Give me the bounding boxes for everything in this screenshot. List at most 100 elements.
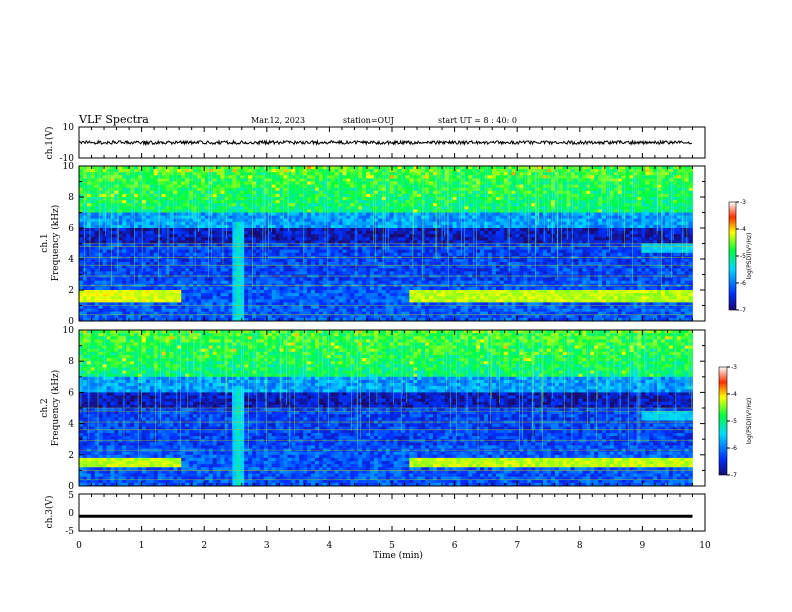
spec-cell (460, 221, 465, 226)
spec-cell (350, 193, 355, 198)
spec-cell (102, 249, 107, 254)
spec-cell (350, 178, 355, 182)
spec-cell (169, 249, 174, 254)
spec-cell (122, 209, 127, 213)
spec-cell (645, 252, 650, 257)
spec-cell (122, 252, 127, 257)
spec-cell (452, 243, 457, 247)
spec-cell (613, 200, 619, 204)
spec-cell (86, 206, 92, 210)
spec-cell (578, 172, 583, 176)
spec-cell (641, 234, 646, 238)
spec-cell (354, 187, 359, 192)
spec-cell (240, 178, 245, 182)
spec-cell (303, 237, 308, 241)
spec-cell (248, 221, 253, 226)
spec-cell (232, 259, 237, 263)
spec-cell (653, 215, 658, 220)
spec-cell (153, 221, 159, 226)
spec-cell (409, 203, 414, 207)
spec-cell (102, 240, 107, 244)
spec-cell (602, 203, 607, 207)
spec-cell (472, 259, 477, 263)
spec-cell (598, 184, 603, 189)
spec-cell (106, 243, 111, 247)
spec-cell (562, 212, 568, 216)
spec-cell (562, 218, 568, 223)
spec-cell (370, 221, 375, 226)
spec-cell (354, 237, 359, 241)
spec-cell (507, 190, 512, 195)
spec-cell (181, 200, 186, 204)
spec-cell (629, 169, 634, 173)
spec-cell (653, 221, 658, 226)
spec-cell (240, 215, 245, 220)
spec-cell (114, 178, 119, 182)
spec-cell (177, 169, 182, 173)
spec-cell (484, 221, 489, 226)
spec-cell (263, 231, 269, 235)
spec-cell (617, 231, 623, 235)
spec-cell (558, 178, 564, 182)
spec-cell (86, 240, 92, 244)
spec-cell (169, 175, 174, 179)
spec-cell (177, 212, 182, 216)
spec-cell (562, 203, 568, 207)
spec-cell (676, 203, 682, 207)
spec-cell (649, 246, 654, 251)
spec-cell (82, 178, 88, 182)
spec-cell (468, 218, 473, 223)
spec-cell (236, 234, 241, 238)
spec-cell (515, 224, 520, 229)
spec-cell (476, 209, 481, 213)
spec-cell (527, 193, 532, 198)
spec-cell (307, 184, 312, 189)
spec-cell (314, 197, 320, 201)
spec-cell (476, 243, 481, 247)
spec-cell (244, 172, 249, 176)
spec-cell (429, 209, 434, 213)
spec-cell (244, 184, 249, 189)
spec-cell (598, 169, 603, 173)
spec-cell (649, 203, 654, 207)
spec-cell (370, 218, 375, 223)
spec-cell (173, 203, 178, 207)
spec-cell (661, 184, 666, 189)
spec-cell (130, 246, 135, 251)
spec-cell (94, 234, 100, 238)
spec-cell (491, 166, 497, 170)
spec-cell (318, 240, 324, 244)
spec-cell (204, 197, 210, 201)
spec-cell (456, 259, 461, 263)
spec-cell (279, 252, 284, 257)
spec-cell (594, 175, 599, 179)
spec-cell (330, 228, 336, 232)
spec-cell (546, 166, 552, 170)
spec-cell (377, 243, 383, 247)
spec-cell (338, 243, 343, 247)
spec-cell (177, 203, 182, 207)
spec-cell (625, 166, 630, 170)
spec-cell (401, 249, 406, 254)
spec-cell (291, 231, 296, 235)
spec-cell (311, 187, 316, 192)
spec-cell (609, 249, 615, 254)
spec-cell (535, 166, 540, 170)
spec-cell (440, 187, 446, 192)
spec-cell (137, 215, 143, 220)
spec-cell (137, 190, 143, 195)
spec-cell (664, 243, 670, 247)
spec-cell (550, 169, 556, 173)
spec-cell (279, 234, 284, 238)
spec-cell (436, 175, 442, 179)
spec-cell (381, 252, 387, 257)
spec-cell (405, 249, 410, 254)
spec-cell (358, 246, 363, 251)
spec-cell (664, 212, 670, 216)
spec-cell (228, 206, 233, 210)
spec-cell (688, 252, 693, 257)
spec-cell (110, 175, 115, 179)
spec-cell (460, 200, 465, 204)
spec-cell (236, 172, 241, 176)
spec-cell (118, 221, 123, 226)
